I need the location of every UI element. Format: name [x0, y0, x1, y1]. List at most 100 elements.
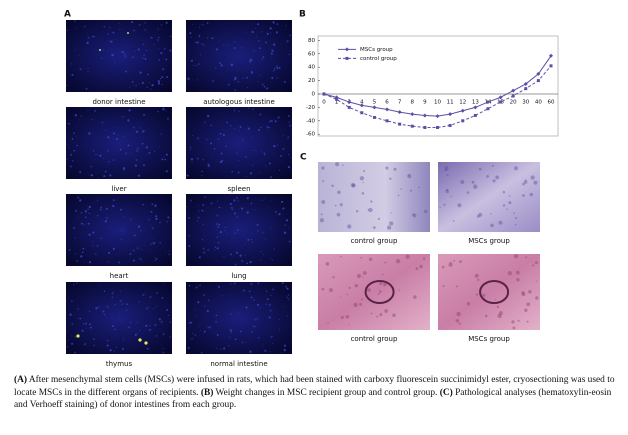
speckle: [196, 315, 198, 317]
marker: [523, 81, 528, 86]
speckle: [224, 226, 227, 228]
tissue-detail: [478, 167, 482, 171]
speckle: [197, 63, 200, 66]
speckle: [261, 58, 263, 60]
marker: [423, 126, 427, 129]
speckle: [246, 262, 248, 265]
legend-label: MSCs group: [360, 47, 393, 53]
speckle: [73, 149, 76, 152]
caption-text: Weight changes in MSC recipient group an…: [213, 387, 440, 398]
speckle: [93, 344, 95, 346]
speckle: [245, 306, 248, 309]
speckle: [77, 317, 79, 319]
speckle: [70, 153, 73, 156]
speckle: [142, 43, 145, 46]
tissue-detail: [497, 313, 502, 319]
speckle: [117, 134, 119, 136]
speckle: [124, 152, 128, 155]
tissue-detail: [514, 166, 519, 171]
speckle: [270, 227, 272, 229]
speckle: [150, 243, 152, 246]
speckle: [123, 229, 125, 231]
fluorescent-spot: [127, 32, 129, 34]
speckle: [122, 115, 124, 118]
tissue-detail: [523, 180, 528, 184]
speckle: [137, 247, 139, 249]
speckle: [151, 241, 153, 244]
speckle: [121, 320, 123, 322]
speckle: [255, 149, 257, 152]
micrograph: [66, 20, 172, 92]
speckle: [281, 200, 284, 203]
tissue-detail: [350, 182, 356, 188]
speckle: [216, 347, 218, 350]
speckle: [191, 162, 193, 164]
speckle: [129, 86, 131, 88]
tissue-detail: [383, 282, 387, 287]
speckle: [229, 336, 231, 339]
speckle: [285, 24, 287, 26]
speckle: [247, 127, 250, 130]
speckle: [216, 225, 220, 229]
speckle: [196, 157, 199, 160]
speckle: [229, 202, 232, 206]
speckle: [103, 25, 105, 28]
speckle: [136, 121, 138, 123]
speckle: [272, 21, 275, 24]
tissue-detail: [415, 267, 419, 271]
speckle: [216, 247, 219, 250]
speckle: [278, 66, 281, 69]
speckle: [112, 204, 115, 208]
marker: [524, 87, 528, 91]
speckle: [76, 259, 78, 262]
speckle: [201, 170, 203, 173]
speckle: [168, 217, 170, 219]
speckle: [154, 259, 157, 262]
tissue-detail: [412, 213, 417, 218]
speckle: [234, 263, 237, 266]
speckle: [252, 108, 254, 111]
tissue-detail: [478, 212, 483, 217]
speckle: [214, 246, 216, 248]
speckle: [216, 236, 219, 238]
speckle: [85, 322, 87, 325]
speckle: [264, 238, 267, 240]
tissue-detail: [336, 212, 341, 217]
series-line: [323, 55, 552, 117]
speckle: [119, 299, 122, 302]
speckle: [196, 41, 199, 44]
speckle: [255, 27, 257, 29]
speckle: [68, 123, 70, 125]
tissue-detail: [506, 208, 509, 211]
tissue-detail: [392, 313, 396, 318]
speckle: [187, 346, 190, 350]
speckle: [71, 63, 73, 65]
speckle: [268, 126, 271, 129]
tissue-detail: [514, 223, 517, 226]
speckle: [148, 218, 150, 221]
tissue-detail: [535, 280, 538, 282]
speckle: [67, 346, 69, 348]
tissue-detail: [446, 174, 449, 177]
speckle: [270, 119, 273, 123]
speckle: [245, 176, 247, 178]
marker: [436, 126, 439, 129]
speckle: [122, 135, 125, 138]
speckle: [88, 261, 92, 264]
speckle: [66, 158, 68, 160]
speckle: [228, 294, 230, 296]
speckle: [153, 308, 154, 309]
speckle: [79, 68, 82, 71]
speckle: [221, 159, 224, 162]
speckle: [73, 284, 75, 286]
speckle: [272, 259, 274, 261]
speckle: [238, 312, 240, 314]
tissue-detail: [378, 290, 382, 293]
speckle: [82, 251, 84, 254]
x-tick-label: 1: [335, 100, 339, 106]
panel-label: A: [64, 10, 71, 20]
speckle: [216, 333, 219, 336]
speckle: [211, 79, 214, 83]
image-label: control group: [351, 237, 398, 245]
speckle: [120, 290, 122, 292]
